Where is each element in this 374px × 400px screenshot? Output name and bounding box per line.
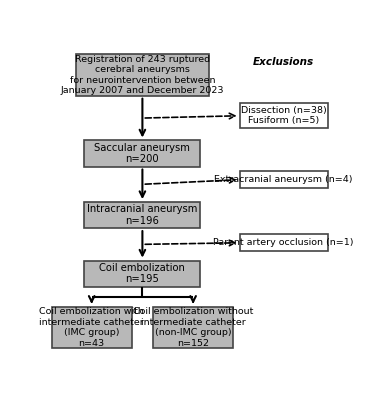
Text: Saccular aneurysm
n=200: Saccular aneurysm n=200 [95, 143, 190, 164]
Bar [85, 140, 200, 166]
Text: Extracranial aneurysm (n=4): Extracranial aneurysm (n=4) [214, 175, 353, 184]
Text: Coil embolization
n=195: Coil embolization n=195 [99, 263, 186, 284]
Bar [85, 260, 200, 287]
Bar [52, 307, 132, 348]
Text: Exclusions: Exclusions [252, 57, 313, 67]
Text: Parent artery occlusion (n=1): Parent artery occlusion (n=1) [214, 238, 354, 247]
Bar [85, 202, 200, 228]
Text: Coil embolization without
intermediate catheter
(non-IMC group)
n=152: Coil embolization without intermediate c… [133, 308, 253, 348]
Bar [239, 234, 328, 251]
Bar [153, 307, 233, 348]
Text: Coil embolization with
intermediate catheter
(IMC group)
n=43: Coil embolization with intermediate cath… [39, 308, 144, 348]
Bar [76, 54, 209, 96]
Bar [239, 171, 328, 188]
Text: Dissection (n=38)
Fusiform (n=5): Dissection (n=38) Fusiform (n=5) [241, 106, 327, 126]
Text: Registration of 243 ruptured
cerebral aneurysms
for neurointervention between
Ja: Registration of 243 ruptured cerebral an… [61, 55, 224, 95]
Text: Intracranial aneurysm
n=196: Intracranial aneurysm n=196 [87, 204, 197, 226]
Bar [239, 104, 328, 128]
